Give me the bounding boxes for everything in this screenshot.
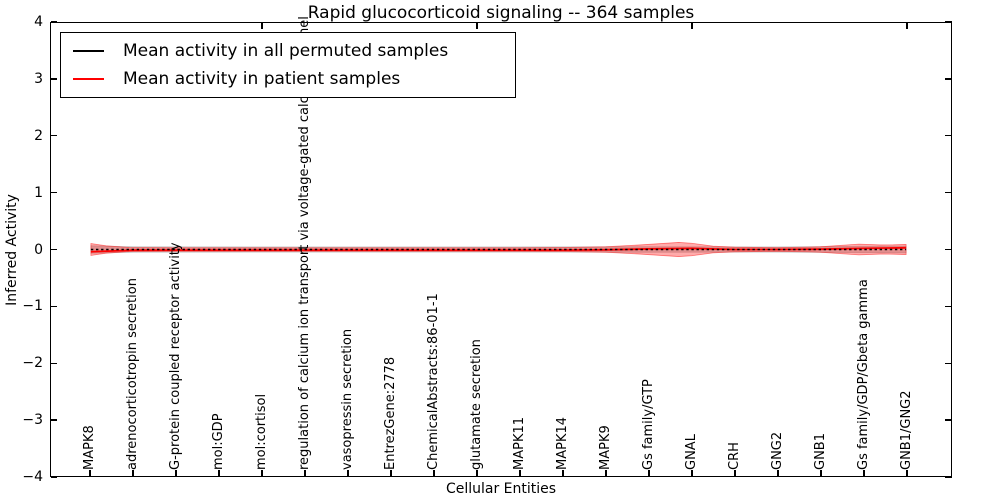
- legend-label: Mean activity in all permuted samples: [123, 41, 449, 61]
- y-tick-label: −4: [22, 469, 43, 485]
- x-category-label-text: vasopressin secretion: [340, 328, 355, 470]
- y-tick-label: 4: [34, 14, 43, 30]
- x-category-label-text: ChemicalAbstracts:86-01-1: [426, 293, 441, 470]
- y-tick-label: 2: [34, 127, 43, 144]
- legend: Mean activity in all permuted samples Me…: [60, 32, 516, 98]
- y-tick: [50, 362, 57, 364]
- x-category-label-text: mol:cortisol: [254, 393, 269, 470]
- red-line-swatch: [73, 78, 104, 80]
- y-tick: [50, 419, 57, 421]
- y-tick: [945, 419, 952, 421]
- x-tick: [906, 22, 908, 30]
- x-category-label-text: GNG2: [770, 431, 785, 470]
- x-tick: [691, 22, 693, 30]
- y-tick: [50, 305, 57, 308]
- y-tick: [945, 476, 952, 478]
- x-tick: [476, 22, 478, 30]
- x-tick: [304, 470, 306, 477]
- y-tick: [50, 248, 57, 251]
- x-tick: [89, 470, 91, 477]
- x-tick: [906, 470, 908, 477]
- x-category-label: CRH: [727, 442, 770, 470]
- x-axis-label: Cellular Entities: [445, 481, 557, 497]
- y-tick: [945, 78, 952, 80]
- x-tick: [347, 470, 349, 477]
- x-category-label-text: MAPK9: [598, 425, 613, 470]
- y-tick: [945, 21, 952, 23]
- x-category-label-text: MAPK14: [555, 416, 570, 470]
- y-tick: [50, 21, 57, 23]
- x-category-label-text: Gs family/GDP/Gbeta gamma: [856, 279, 871, 470]
- y-tick: [945, 191, 952, 194]
- y-tick: [50, 135, 57, 137]
- legend-item-permuted: Mean activity in all permuted samples: [61, 41, 515, 61]
- x-tick: [132, 470, 134, 477]
- y-tick-label: −1: [22, 298, 43, 315]
- x-tick: [519, 470, 521, 477]
- x-tick: [863, 470, 865, 477]
- x-tick: [777, 470, 779, 477]
- x-category-label-text: MAPK8: [82, 425, 97, 470]
- x-category-label-text: GNAL: [684, 434, 699, 470]
- legend-item-patient: Mean activity in patient samples: [61, 69, 515, 89]
- x-tick: [261, 470, 263, 477]
- x-category-label-text: EntrezGene:2778: [383, 356, 398, 470]
- x-tick: [820, 470, 822, 477]
- x-category-label-text: GNB1: [813, 433, 828, 470]
- x-category-label: GNB1/GNG2: [899, 390, 994, 470]
- y-tick-label: −2: [22, 355, 43, 372]
- x-tick: [390, 470, 392, 477]
- x-category-label-text: MAPK11: [512, 416, 527, 470]
- y-tick: [945, 135, 952, 137]
- chart-title: Rapid glucocorticoid signaling -- 364 sa…: [307, 3, 695, 23]
- x-tick: [476, 470, 478, 477]
- x-category-label-text: glutamate secretion: [469, 339, 484, 470]
- x-tick: [218, 470, 220, 477]
- x-category-label-text: mol:GDP: [211, 413, 226, 470]
- x-tick: [734, 470, 736, 477]
- y-tick: [945, 248, 952, 251]
- x-tick: [175, 470, 177, 477]
- y-tick-label: 0: [34, 241, 43, 258]
- y-tick: [945, 362, 952, 364]
- x-category-label-text: G-protein coupled receptor activity: [168, 242, 183, 470]
- x-tick: [691, 470, 693, 477]
- x-tick: [433, 470, 435, 477]
- x-tick: [261, 22, 263, 30]
- patient-mean-line: [90, 246, 907, 253]
- chart-canvas: [90, 242, 907, 257]
- x-category-label-text: GNB1/GNG2: [899, 390, 914, 470]
- y-tick: [50, 476, 57, 478]
- y-tick: [50, 78, 57, 80]
- x-category-label-text: CRH: [727, 442, 742, 470]
- legend-label: Mean activity in patient samples: [123, 69, 401, 89]
- black-line-swatch: [73, 50, 104, 52]
- x-tick: [562, 470, 564, 477]
- y-tick-label: 3: [34, 70, 43, 87]
- y-tick-label: 1: [34, 184, 43, 201]
- x-tick: [648, 470, 650, 477]
- x-category-label-text: Gs family/GTP: [641, 379, 656, 470]
- y-tick: [50, 191, 57, 194]
- x-category-label-text: adrenocorticotropin secretion: [125, 278, 140, 470]
- x-tick: [605, 470, 607, 477]
- y-tick-label: −3: [22, 412, 43, 429]
- y-tick: [945, 305, 952, 308]
